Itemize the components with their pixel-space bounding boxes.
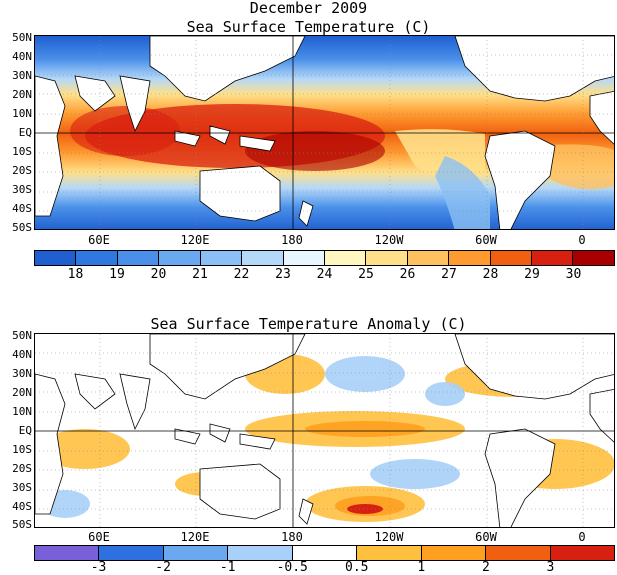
sst-colorbar-label: 30	[565, 267, 582, 282]
anomaly-colorbar-label: -1	[219, 560, 236, 575]
anomaly-lon-label: 120E	[180, 530, 210, 544]
anomaly-lat-label: 50S	[12, 518, 32, 531]
anomaly-lon-label: 120W	[374, 530, 404, 544]
sst-colorbar-label: 25	[358, 267, 374, 282]
anomaly-colorbar-swatch	[99, 546, 164, 560]
anomaly-colorbar-swatch	[550, 546, 614, 560]
sst-colorbar-swatch	[35, 251, 77, 265]
anomaly-colorbar-swatch	[357, 546, 422, 560]
sst-lat-label: 30N	[12, 69, 32, 82]
anomaly-lat-label: 10S	[12, 443, 32, 456]
sst-lon-label: 60W	[475, 233, 497, 247]
sst-lat-label: EQ	[18, 126, 32, 139]
sst-colorbar-swatch	[407, 251, 450, 265]
sst-colorbar-label: 29	[524, 267, 540, 282]
sst-colorbar-swatch	[324, 251, 367, 265]
sst-colorbar-label: 20	[150, 267, 167, 282]
anomaly-colorbar-swatch	[228, 546, 293, 560]
anomaly-lon-label: 60W	[475, 530, 497, 544]
sst-colorbar-label: 23	[275, 267, 291, 282]
sst-lon-label: 120W	[374, 233, 404, 247]
sst-lat-label: 50S	[12, 221, 32, 234]
sst-colorbar-swatch	[283, 251, 325, 265]
sst-lat-label: 10S	[12, 145, 32, 158]
sst-colorbar-swatch	[532, 251, 574, 265]
anomaly-colorbar-label: 3	[546, 560, 555, 575]
anomaly-colorbar-label: -2	[155, 560, 171, 575]
anomaly-lat-label: 10N	[12, 405, 32, 418]
sst-colorbar-swatch	[366, 251, 408, 265]
anomaly-colorbar	[34, 545, 615, 561]
anomaly-lon-label: 0	[578, 530, 586, 544]
sst-lat-label: 40S	[12, 202, 32, 215]
sst-colorbar-label: 28	[482, 267, 499, 282]
anomaly-title: Sea Surface Temperature Anomaly (C)	[150, 315, 467, 333]
sst-colorbar-label: 22	[233, 267, 250, 282]
sst-colorbar-swatch	[242, 251, 284, 265]
sst-colorbar-swatch	[449, 251, 491, 265]
anomaly-lon-label: 60E	[88, 530, 110, 544]
sst-lon-label: 180	[281, 233, 303, 247]
anomaly-colorbar-swatch	[292, 546, 358, 560]
sst-colorbar-label: 19	[109, 267, 125, 282]
anomaly-colorbar-swatch	[421, 546, 487, 560]
anomaly-colorbar-label: 2	[481, 560, 490, 575]
anomaly-colorbar-label: -3	[90, 560, 107, 575]
sst-lat-label: 30S	[12, 183, 32, 196]
sst-lon-label: 60E	[88, 233, 110, 247]
sst-lat-label: 20S	[12, 164, 32, 177]
sst-lat-label: 40N	[12, 50, 32, 63]
anomaly-lat-label: 20N	[12, 386, 32, 399]
sst-colorbar-label: 21	[192, 267, 208, 282]
sst-colorbar-label: 26	[399, 267, 416, 282]
anomaly-colorbar-swatch	[163, 546, 229, 560]
sst-colorbar-swatch	[490, 251, 533, 265]
anomaly-colorbar-label: 1	[417, 560, 426, 575]
anomaly-lat-label: 20S	[12, 462, 32, 475]
sst-colorbar-swatch	[159, 251, 201, 265]
anomaly-colorbar-label: 0.5	[345, 560, 369, 575]
anomaly-lat-label: 40S	[12, 500, 32, 513]
anomaly-lat-label: 30S	[12, 481, 32, 494]
anomaly-lon-label: 180	[281, 530, 303, 544]
sst-colorbar-swatch	[76, 251, 118, 265]
sst-map	[34, 35, 615, 230]
anomaly-colorbar-swatch	[486, 546, 551, 560]
sst-lat-label: 10N	[12, 107, 32, 120]
date-title: December 2009	[249, 0, 368, 17]
sst-lon-label: 120E	[180, 233, 210, 247]
sst-colorbar-swatch	[117, 251, 160, 265]
anomaly-map	[34, 333, 615, 528]
sst-lon-label: 0	[578, 233, 586, 247]
anomaly-lat-label: EQ	[18, 424, 32, 437]
anomaly-lat-label: 30N	[12, 367, 32, 380]
sst-title: Sea Surface Temperature (C)	[186, 18, 431, 36]
sst-colorbar-label: 27	[441, 267, 457, 282]
sst-colorbar-label: 18	[67, 267, 84, 282]
anomaly-colorbar-label: -0.5	[276, 560, 308, 575]
sst-colorbar	[34, 250, 615, 266]
sst-lat-label: 20N	[12, 88, 32, 101]
sst-colorbar-swatch	[573, 251, 614, 265]
anomaly-lat-label: 50N	[12, 329, 32, 342]
anomaly-lat-label: 40N	[12, 348, 32, 361]
sst-lat-label: 50N	[12, 31, 32, 44]
sst-colorbar-label: 24	[316, 267, 333, 282]
anomaly-colorbar-swatch	[35, 546, 100, 560]
sst-colorbar-swatch	[200, 251, 243, 265]
